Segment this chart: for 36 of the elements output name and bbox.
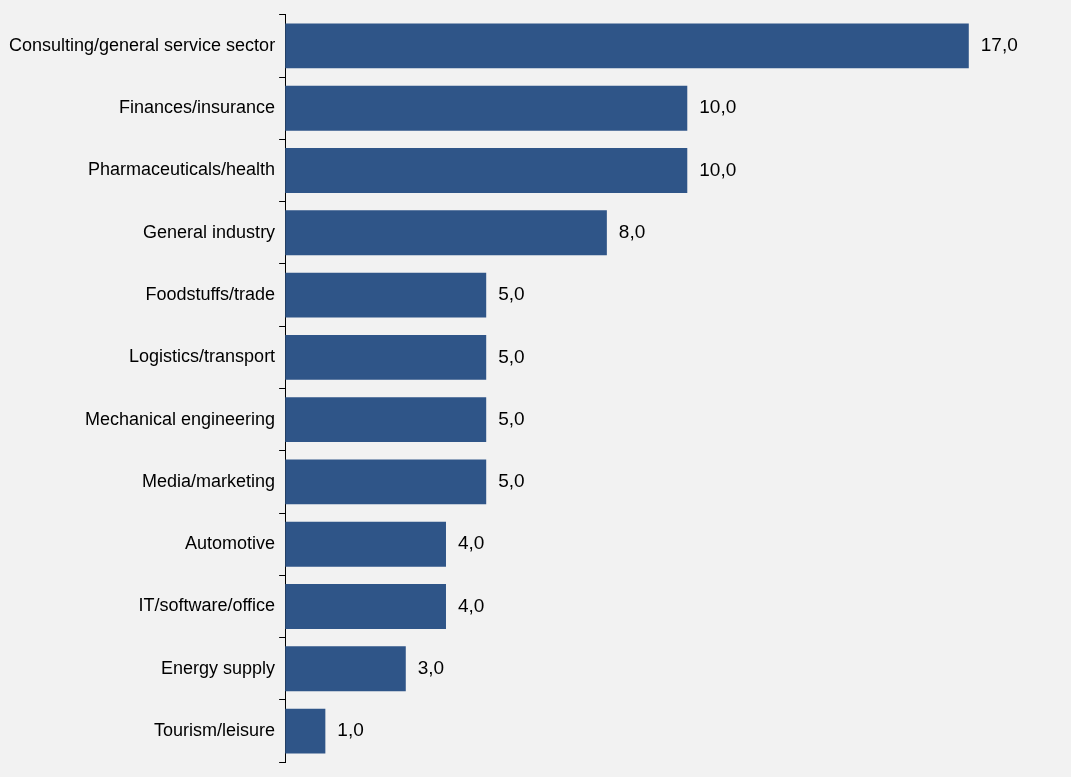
y-tick-label: IT/software/office	[138, 595, 276, 616]
bar	[285, 708, 326, 754]
y-tick-label: Tourism/leisure	[154, 720, 276, 741]
y-tick-label: Pharmaceuticals/health	[88, 159, 276, 180]
bar	[285, 272, 487, 318]
bar	[285, 459, 487, 505]
data-label: 1,0	[337, 719, 364, 741]
y-tick-label: General industry	[143, 221, 276, 242]
data-label: 4,0	[457, 532, 485, 554]
data-label: 8,0	[618, 221, 646, 243]
bar	[285, 397, 487, 443]
data-label: 10,0	[699, 158, 737, 180]
data-label: 3,0	[417, 657, 445, 679]
data-label: 4,0	[457, 594, 485, 616]
y-tick-label: Automotive	[185, 533, 276, 554]
bar	[285, 334, 487, 380]
data-label: 10,0	[699, 96, 737, 118]
y-tick-label: Foodstuffs/trade	[145, 284, 276, 305]
data-label: 5,0	[498, 470, 525, 492]
bar	[285, 210, 607, 256]
bar	[285, 148, 688, 193]
y-tick-label: Finances/insurance	[119, 97, 276, 118]
data-label: 5,0	[498, 407, 525, 429]
data-label: 5,0	[498, 283, 525, 305]
y-tick-label: Consulting/general service sector	[8, 34, 276, 55]
y-tick-label: Media/marketing	[142, 470, 276, 491]
y-tick-label: Energy supply	[161, 657, 276, 678]
bar	[285, 85, 688, 131]
y-tick-label: Logistics/transport	[129, 346, 276, 367]
y-tick-label: Mechanical engineering	[85, 408, 276, 429]
data-label: 5,0	[498, 345, 525, 367]
bar	[285, 521, 446, 567]
bar	[285, 646, 406, 692]
bar	[285, 584, 446, 629]
data-label: 17,0	[980, 34, 1018, 56]
bar	[285, 23, 969, 69]
